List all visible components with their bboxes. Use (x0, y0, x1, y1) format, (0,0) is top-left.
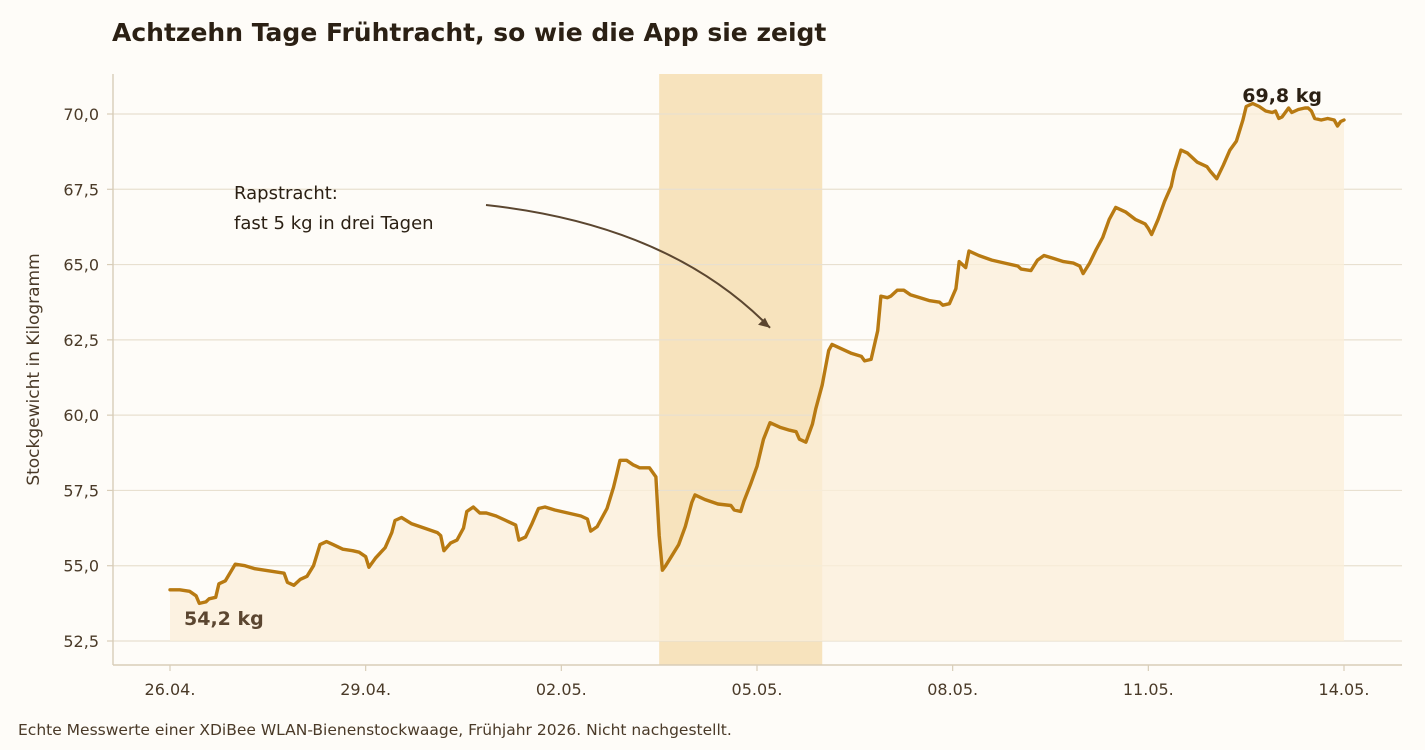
x-tick-label: 02.05. (536, 680, 587, 699)
series-line (168, 101, 1346, 606)
y-axis-title: Stockgewicht in Kilogramm (24, 253, 44, 485)
annotation-text: Rapstracht: (234, 183, 338, 204)
y-tick-label: 67,5 (63, 180, 99, 199)
series-area (170, 103, 1344, 641)
y-tick-label: 62,5 (63, 331, 99, 350)
x-tick-label: 29.04. (340, 680, 391, 699)
annotation-text: fast 5 kg in drei Tagen (234, 213, 434, 234)
x-tick-label: 08.05. (927, 680, 978, 699)
line-chart: Stockgewicht in Kilogramm 52,5 55,0 57,5 60… (24, 74, 1402, 699)
chart-title: Achtzehn Tage Frühtracht, so wie die App… (112, 18, 827, 47)
annotation-arrowhead (758, 317, 771, 328)
y-tick-label: 65,0 (63, 256, 99, 275)
y-tick-label: 70,0 (63, 105, 99, 124)
end-value-label: 69,8 kg (1242, 85, 1322, 107)
x-tick-label: 14.05. (1319, 680, 1370, 699)
annotation-arrow (485, 204, 771, 329)
y-tick-label: 52,5 (63, 632, 99, 651)
y-tick-label: 55,0 (63, 557, 99, 576)
x-tick-label: 26.04. (145, 680, 196, 699)
y-tick-label: 57,5 (63, 481, 99, 500)
x-tick-label: 11.05. (1123, 680, 1174, 699)
y-tick-label: 60,0 (63, 406, 99, 425)
footnote: Echte Messwerte einer XDiBee WLAN-Bienen… (18, 721, 732, 739)
start-value-label: 54,2 kg (184, 608, 264, 630)
x-tick-label: 05.05. (732, 680, 783, 699)
